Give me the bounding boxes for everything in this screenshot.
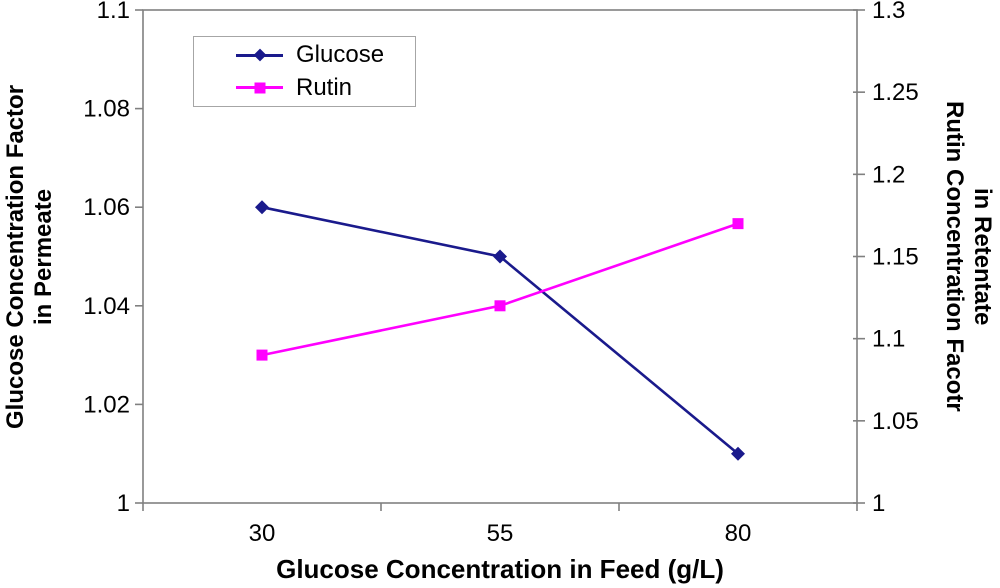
glucose-data-point [731,446,745,461]
left-axis-tick-label: 1.1 [97,0,130,24]
right-axis-tick-label: 1 [872,490,885,517]
left-axis-title: Glucose Concentration Factor in Permeate [2,10,58,503]
legend-item-rutin: Rutin [236,74,415,102]
right-axis-tick-label: 1.15 [872,244,919,271]
x-axis-title: Glucose Concentration in Feed (g/L) [276,554,724,584]
glucose-data-point [493,249,507,264]
left-axis-tick-label: 1.02 [83,391,130,418]
x-axis-tick-label: 55 [487,520,514,547]
right-axis-title-line2: in Retentate [969,187,996,326]
right-axis-tick-label: 1.1 [872,326,905,353]
right-axis-tick-label: 1.2 [872,161,905,188]
right-axis-title-line1: Rutin Concentration Facotr [941,101,968,412]
left-axis-tick-label: 1.08 [83,96,130,123]
left-axis-tick-label: 1.06 [83,194,130,221]
legend-item-glucose: Glucose [236,41,415,69]
right-axis-tick-label: 1.25 [872,79,919,106]
glucose-diamond-marker-icon [253,48,266,62]
left-axis-tick-label: 1.04 [83,293,130,320]
rutin-series-line [261,222,739,357]
x-axis-tick-label: 30 [249,520,276,547]
rutin-data-point [256,349,268,361]
rutin-data-point [732,218,744,230]
right-axis-tick-label: 1.05 [872,408,919,435]
glucose-series-line [261,205,739,455]
glucose-data-point [255,200,269,215]
x-axis-tick-label: 80 [725,520,752,547]
legend-label-glucose: Glucose [296,41,385,69]
rutin-data-point [494,300,506,312]
legend-label-rutin: Rutin [296,73,353,101]
left-axis-tick-label: 1 [117,490,130,517]
left-axis-title-line1: Glucose Concentration Factor [2,84,29,429]
right-axis-title: Rutin Concentration Facotr in Retentate [940,10,996,503]
right-axis-tick-label: 1.3 [872,0,905,24]
glucose-series-key-icon [236,47,283,63]
rutin-square-marker-icon [254,82,265,94]
rutin-series-key-icon [236,80,283,96]
legend: Glucose Rutin [193,36,416,107]
left-axis-title-line2: in Permeate [30,188,57,325]
